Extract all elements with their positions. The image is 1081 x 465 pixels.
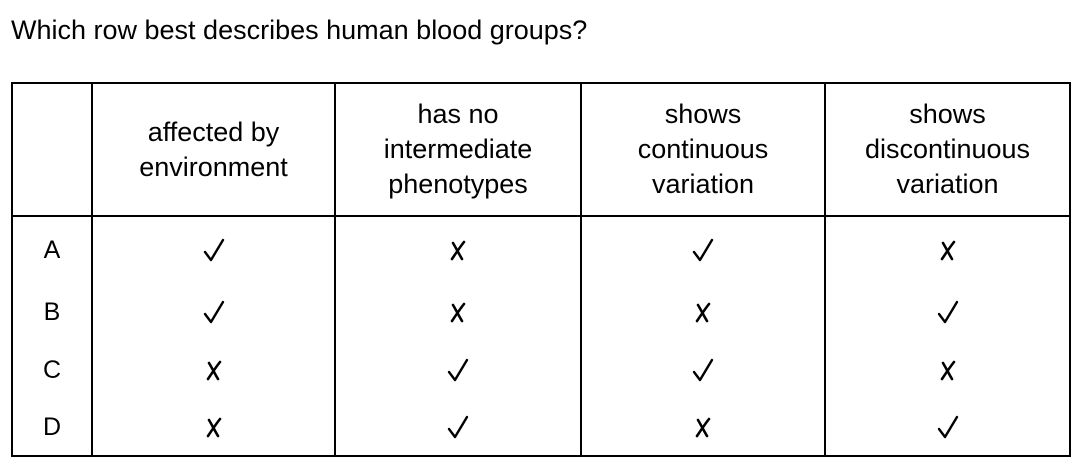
cross-icon <box>691 413 715 441</box>
cell <box>824 283 1071 341</box>
cell <box>580 215 826 283</box>
check-icon <box>202 298 226 326</box>
check-icon <box>202 236 226 264</box>
cell <box>91 283 336 341</box>
question-text: Which row best describes human blood gro… <box>11 15 588 45</box>
cell <box>91 215 336 283</box>
header-discontinuous-variation: shows discontinuous variation <box>824 82 1071 217</box>
cell <box>91 341 336 399</box>
cell <box>334 399 582 457</box>
check-icon <box>691 356 715 384</box>
header-corner <box>11 82 93 217</box>
cell <box>824 341 1071 399</box>
header-affected-by-environment: affected by environment <box>91 82 336 217</box>
row-label: B <box>11 283 93 341</box>
cell <box>824 215 1071 283</box>
cross-icon <box>691 298 715 326</box>
check-icon <box>936 413 960 441</box>
cell <box>580 399 826 457</box>
cross-icon <box>446 298 470 326</box>
cell <box>334 215 582 283</box>
cell <box>580 341 826 399</box>
check-icon <box>446 356 470 384</box>
cell <box>91 399 336 457</box>
answer-row-b: B <box>11 283 1071 341</box>
cell <box>824 399 1071 457</box>
header-row: affected by environment has no intermedi… <box>11 82 1071 217</box>
check-icon <box>691 236 715 264</box>
header-continuous-variation: shows continuous variation <box>580 82 826 217</box>
cell <box>334 283 582 341</box>
row-label: C <box>11 341 93 399</box>
row-label: D <box>11 399 93 457</box>
cell <box>580 283 826 341</box>
cross-icon <box>202 356 226 384</box>
answer-row-a: A <box>11 215 1071 283</box>
row-label: A <box>11 215 93 283</box>
check-icon <box>936 298 960 326</box>
answer-row-c: C <box>11 341 1071 399</box>
cross-icon <box>936 356 960 384</box>
answer-table: affected by environment has no intermedi… <box>11 82 1071 457</box>
cross-icon <box>936 236 960 264</box>
cross-icon <box>446 236 470 264</box>
answer-row-d: D <box>11 399 1071 457</box>
cell <box>334 341 582 399</box>
header-no-intermediate-phenotypes: has no intermediate phenotypes <box>334 82 582 217</box>
check-icon <box>446 413 470 441</box>
cross-icon <box>202 413 226 441</box>
